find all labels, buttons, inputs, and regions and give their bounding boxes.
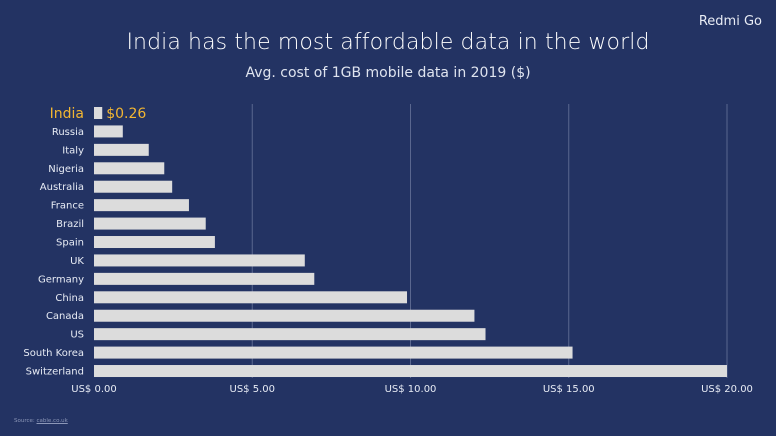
x-tick-label: US$ 10.00 xyxy=(385,384,437,395)
source-link[interactable]: cable.co.uk xyxy=(36,418,68,424)
source-note: Source: cable.co.uk xyxy=(14,418,68,424)
category-label: Italy xyxy=(62,145,84,156)
category-label: France xyxy=(51,201,84,212)
highlight-value-label: $0.26 xyxy=(106,106,146,122)
bar xyxy=(94,346,573,359)
category-label: Spain xyxy=(56,238,84,249)
bar xyxy=(94,328,486,341)
x-tick-label: US$ 15.00 xyxy=(543,384,595,395)
bar xyxy=(94,291,408,304)
chart-subtitle: Avg. cost of 1GB mobile data in 2019 ($) xyxy=(245,65,531,81)
category-label: Switzerland xyxy=(26,367,84,378)
category-label: Russia xyxy=(52,127,84,138)
category-label: Nigeria xyxy=(48,164,84,175)
category-label: Australia xyxy=(40,182,84,193)
category-label: China xyxy=(55,293,84,304)
source-label: Source: xyxy=(14,418,35,424)
category-label: US xyxy=(70,330,84,341)
bar xyxy=(94,162,165,175)
category-label: Brazil xyxy=(56,219,84,230)
chart-title: India has the most affordable data in th… xyxy=(126,30,650,55)
category-label: Canada xyxy=(46,311,84,322)
bar xyxy=(94,309,475,322)
bar xyxy=(94,199,189,212)
bar xyxy=(94,365,727,378)
x-tick-label: US$ 5.00 xyxy=(230,384,275,395)
bar xyxy=(94,236,215,249)
bar xyxy=(94,180,173,193)
category-label: Germany xyxy=(38,274,84,285)
brand-label: Redmi Go xyxy=(698,14,762,29)
bar xyxy=(94,143,149,156)
bar xyxy=(94,254,305,267)
bar xyxy=(94,217,206,230)
category-label: India xyxy=(50,106,84,122)
bar xyxy=(94,107,103,119)
bar xyxy=(94,272,315,285)
category-label: UK xyxy=(70,256,84,267)
category-label: South Korea xyxy=(23,348,84,359)
x-tick-label: US$ 0.00 xyxy=(71,384,116,395)
x-tick-label: US$ 20.00 xyxy=(701,384,753,395)
bar xyxy=(94,125,123,138)
